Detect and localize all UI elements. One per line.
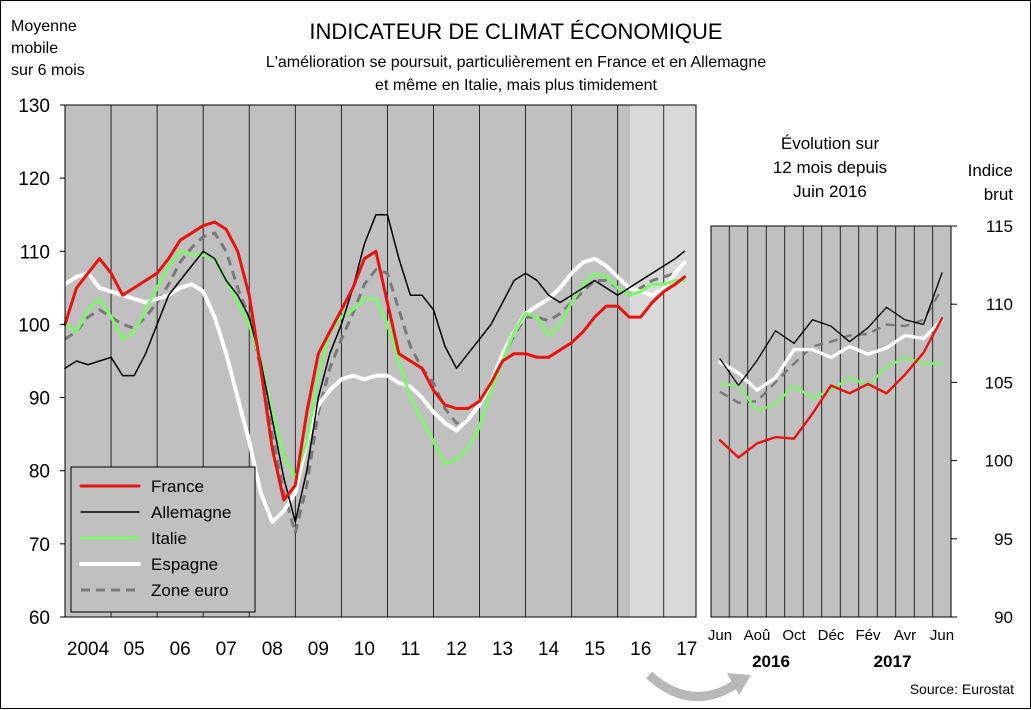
legend-label-zone-euro: Zone euro: [151, 581, 229, 600]
source-note: Source: Eurostat: [910, 681, 1014, 697]
chart-subtitle-line1: L'amélioration se poursuit, particulière…: [266, 54, 766, 71]
inset-plot-frame: [710, 225, 952, 618]
x-tick-label: 10: [354, 639, 375, 660]
inset-y-tick-label: 95: [994, 530, 1013, 549]
y-tick-label: 110: [20, 242, 50, 263]
series-line-italie: [63, 249, 686, 480]
y-tick-label: 130: [18, 96, 50, 117]
inset-month-gridlines: [728, 226, 934, 617]
y-tick-label: 90: [29, 389, 50, 410]
inset-y-tick-label: 100: [985, 452, 1013, 471]
inset-plot-background: [711, 226, 951, 617]
inset-x-tick-label: Oct: [782, 627, 806, 644]
x-tick-label: 07: [216, 639, 237, 660]
x-tick-label: 09: [308, 639, 329, 660]
inset-series-lines: [718, 272, 944, 459]
legend-label-france: France: [151, 477, 204, 496]
x-tick-label: 08: [262, 639, 283, 660]
right-unit-label-line2: brut: [984, 185, 1014, 204]
inset-title-line3: Juin 2016: [793, 182, 867, 201]
inset-series-line-italie: [718, 356, 944, 412]
left-unit-label-line1: Moyenne: [11, 18, 77, 35]
main-plot-frame: [64, 104, 697, 618]
series-line-zone-euro: [64, 231, 686, 535]
right-unit-label-line1: Indice: [968, 161, 1013, 180]
x-tick-label: 05: [124, 639, 145, 660]
left-unit-label-line3: sur 6 mois: [11, 62, 85, 79]
main-y-axis: 60 70 80 90 100 110 120 130: [18, 96, 65, 629]
legend-label-allemagne: Allemagne: [151, 503, 231, 522]
x-tick-label: 15: [584, 639, 605, 660]
left-unit-label-line2: mobile: [11, 40, 58, 57]
inset-x-tick-label: Déc: [818, 627, 845, 644]
inset-x-tick-label: Jun: [930, 627, 954, 644]
inset-series-line-france: [718, 317, 944, 459]
x-tick-label: 11: [401, 639, 421, 660]
main-year-gridlines: [64, 105, 665, 617]
inset-x-axis: Jun Aoû Oct Déc Fév Avr Jun 2016 2017: [708, 627, 954, 671]
inset-series-line-zone-euro: [719, 287, 944, 404]
legend-label-italie: Italie: [151, 529, 187, 548]
inset-title-line1: Évolution sur: [781, 134, 880, 153]
main-plot-recent-shading: [630, 105, 696, 617]
x-tick-label: 2004: [67, 639, 110, 660]
chart-title: INDICATEUR DE CLIMAT ÉCONOMIQUE: [309, 19, 722, 44]
inset-title-line2: 12 mois depuis: [773, 158, 887, 177]
y-tick-label: 120: [18, 169, 50, 190]
main-plot: 60 70 80 90 100 110 120 130 2004 05 06 07 08 09 10 11 1…: [18, 96, 697, 660]
inset-x-tick-label: Aoû: [744, 627, 771, 644]
x-tick-label: 16: [630, 639, 651, 660]
inset-y-tick-label: 90: [994, 608, 1013, 627]
y-tick-label: 100: [18, 315, 50, 336]
x-tick-label: 06: [170, 639, 191, 660]
y-tick-label: 80: [29, 462, 50, 483]
x-tick-label: 17: [676, 639, 697, 660]
inset-y-axis: 90 95 100 105 110 115: [951, 217, 1013, 627]
legend: France Allemagne Italie Espagne Zone euro: [70, 466, 256, 613]
chart-subtitle-line2: et même en Italie, mais plus timidement: [375, 77, 657, 94]
x-tick-label: 13: [492, 639, 513, 660]
curved-arrow-icon: [645, 671, 739, 702]
y-tick-label: 70: [29, 535, 50, 556]
inset-y-tick-label: 115: [986, 217, 1013, 236]
inset-year-label: 2016: [752, 652, 790, 671]
main-x-axis: 2004 05 06 07 08 09 10 11 12 13 14 15 16 17: [67, 639, 697, 660]
main-series-lines: [63, 213, 687, 535]
y-tick-label: 60: [29, 608, 50, 629]
legend-label-espagne: Espagne: [151, 555, 218, 574]
inset-x-tick-label: Jun: [708, 627, 732, 644]
inset-series-line-espagne: [718, 318, 944, 392]
inset-year-label: 2017: [874, 652, 912, 671]
x-tick-label: 14: [538, 639, 560, 660]
inset-y-tick-label: 105: [985, 373, 1013, 392]
series-line-france: [63, 220, 686, 502]
inset-y-tick-label: 110: [986, 295, 1013, 314]
inset-plot: 90 95 100 105 110 115 Jun Aoû Oct Déc Fév Avr Jun 20…: [708, 217, 1013, 671]
inset-series-line-allemagne: [719, 272, 943, 387]
x-tick-label: 12: [446, 639, 467, 660]
inset-x-tick-label: Fév: [855, 627, 881, 644]
series-line-allemagne: [64, 213, 686, 523]
curved-arrow-head-icon: [727, 673, 751, 695]
inset-x-tick-label: Avr: [894, 627, 916, 644]
